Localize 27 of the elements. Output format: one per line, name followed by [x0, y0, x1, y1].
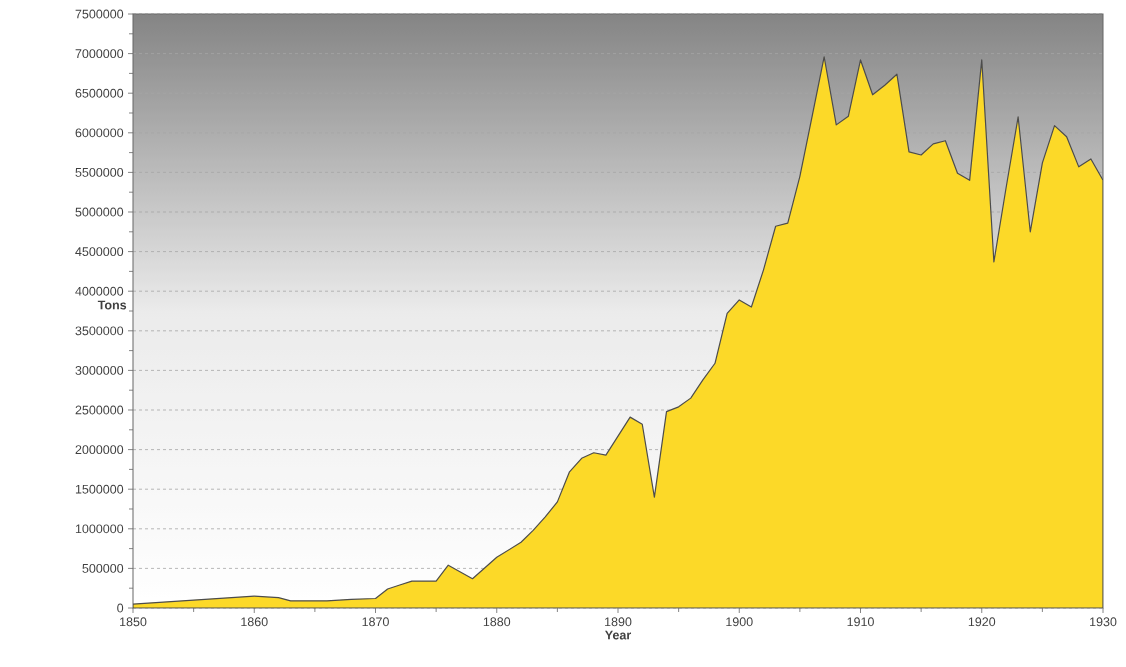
y-tick-label: 7500000 — [75, 9, 124, 19]
y-tick-label: 4000000 — [75, 286, 124, 296]
y-tick-label: 7000000 — [75, 49, 124, 59]
y-axis-title: Tons — [97, 300, 127, 310]
y-tick-label: 5500000 — [75, 167, 124, 177]
x-tick-label: 1860 — [241, 617, 268, 627]
y-tick-label: 0 — [117, 603, 124, 613]
y-tick-label: 500000 — [82, 563, 124, 573]
x-tick-label: 1850 — [120, 617, 147, 627]
x-tick-label: 1930 — [1090, 617, 1117, 627]
y-tick-label: 6500000 — [75, 88, 124, 98]
x-tick-label: 1920 — [968, 617, 996, 627]
y-tick-label: 5000000 — [75, 207, 124, 217]
x-axis-title: Year — [605, 630, 632, 640]
x-tick-label: 1870 — [362, 617, 389, 627]
y-tick-label: 4500000 — [75, 247, 124, 257]
x-tick-label: 1910 — [847, 617, 874, 627]
y-tick-label: 6000000 — [75, 128, 124, 138]
x-tick-label: 1900 — [726, 617, 753, 627]
y-tick-label: 1500000 — [75, 484, 124, 494]
y-tick-label: 3000000 — [75, 365, 124, 375]
y-tick-label: 2000000 — [75, 445, 124, 455]
y-tick-label: 3500000 — [75, 326, 124, 336]
y-tick-label: 2500000 — [75, 405, 124, 415]
y-tick-label: 1000000 — [75, 524, 124, 534]
x-tick-label: 1880 — [483, 617, 511, 627]
x-tick-label: 1890 — [605, 617, 632, 627]
